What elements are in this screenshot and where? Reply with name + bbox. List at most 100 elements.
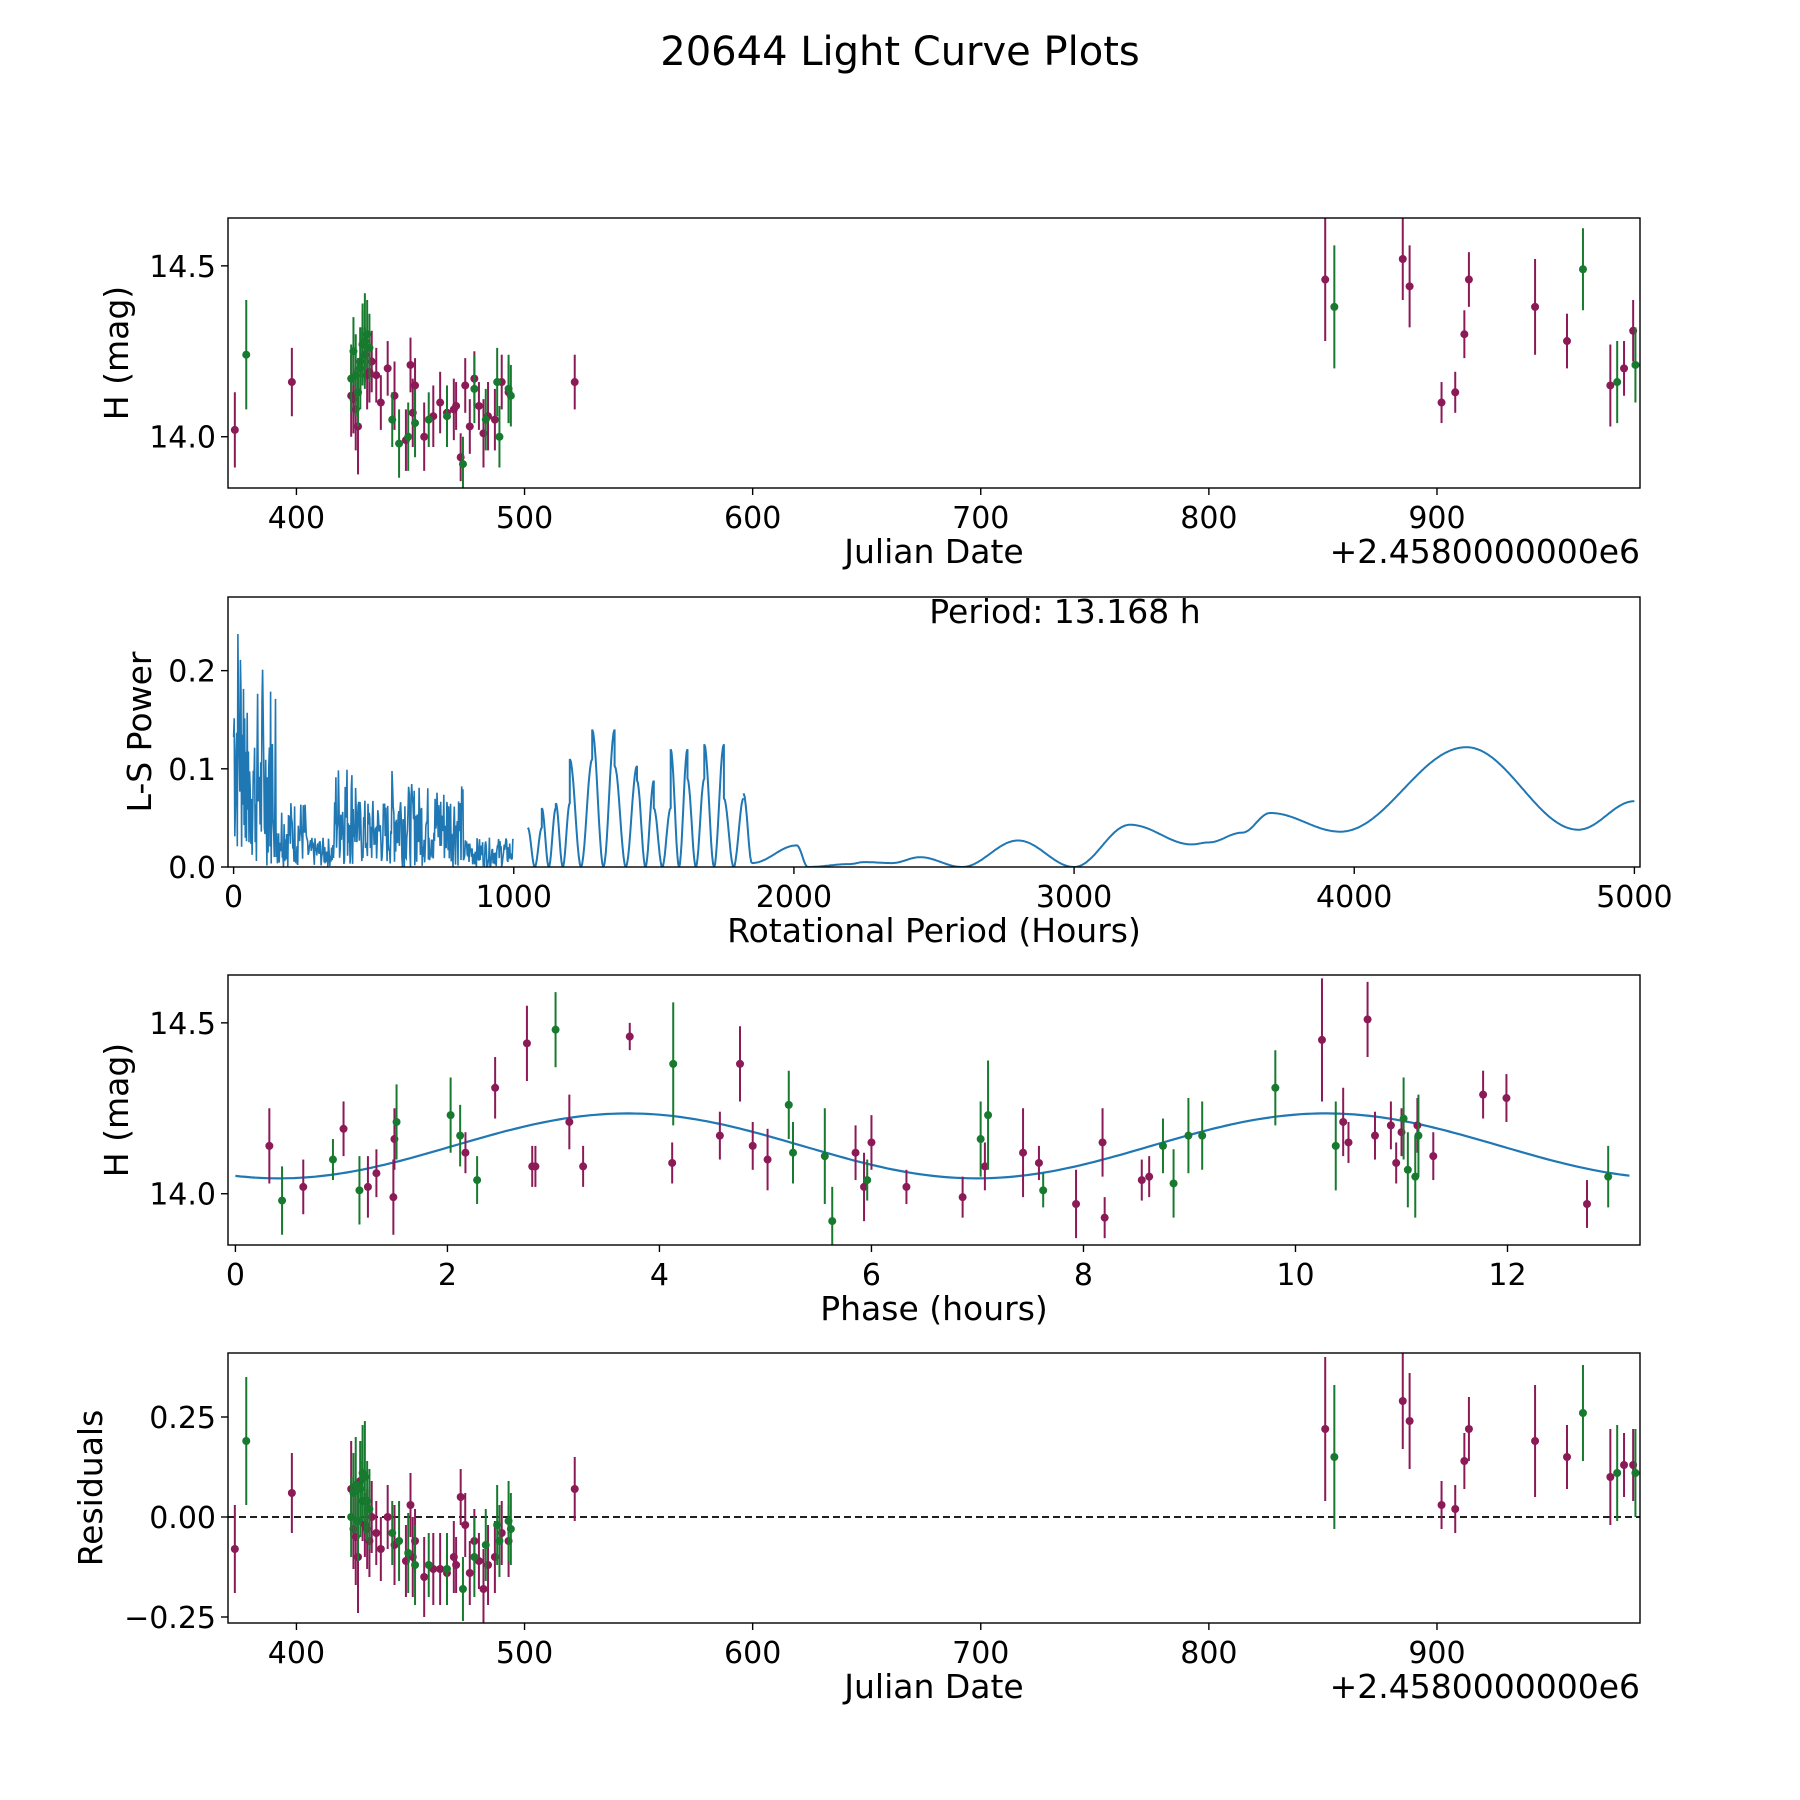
data-point	[570, 378, 579, 387]
data-point	[1271, 1083, 1280, 1092]
data-point	[579, 1162, 588, 1171]
data-point	[456, 1493, 465, 1501]
data-point	[736, 1059, 745, 1068]
lightcurve-ticks: 400 500 600 700 800 900 14.0 14.5	[149, 250, 1465, 536]
data-point	[1100, 1213, 1109, 1222]
periodogram-series-long	[742, 746, 1635, 867]
data-point	[411, 381, 420, 390]
data-point	[395, 439, 404, 448]
data-point	[1563, 1453, 1572, 1461]
x-tick-label: 700	[952, 501, 1009, 536]
data-point	[1604, 1172, 1613, 1181]
data-point	[470, 384, 479, 393]
data-point	[1437, 1501, 1446, 1509]
data-point	[411, 419, 420, 428]
data-point	[436, 398, 445, 407]
data-point	[442, 1565, 451, 1573]
data-point	[372, 371, 381, 380]
data-point	[1451, 1505, 1460, 1513]
data-point	[461, 381, 470, 390]
data-point	[980, 1162, 989, 1171]
data-point	[442, 412, 451, 421]
data-point	[420, 432, 429, 441]
data-point	[372, 1169, 381, 1178]
data-point	[474, 401, 483, 410]
x-tick-label: 400	[268, 501, 325, 536]
x-tick-label: 10	[1276, 1258, 1314, 1293]
data-point	[242, 1437, 251, 1445]
data-point	[355, 1186, 364, 1195]
data-point	[1330, 302, 1339, 311]
data-point	[1072, 1199, 1081, 1208]
data-point	[551, 1025, 560, 1034]
periodogram-series-short	[232, 633, 515, 867]
data-point	[376, 1545, 385, 1553]
data-point	[1398, 255, 1407, 264]
residuals-offset-label: +2.4580000000e6	[1330, 1667, 1640, 1706]
data-point	[491, 1083, 500, 1092]
data-point	[668, 1158, 677, 1167]
data-point	[265, 1141, 274, 1150]
x-tick-label: 6	[862, 1258, 881, 1293]
data-point	[230, 425, 239, 434]
data-point	[465, 1569, 474, 1577]
y-tick-label: −0.25	[124, 1601, 216, 1636]
data-point	[1479, 1090, 1488, 1099]
data-point	[1405, 1417, 1414, 1425]
residuals-panel: 400 500 600 700 800 900 −0.25 0.00 0.25 Julian D…	[71, 1352, 1641, 1706]
data-point	[860, 1182, 869, 1191]
residuals-ylabel: Residuals	[71, 1410, 110, 1567]
data-point	[287, 378, 296, 387]
data-point	[461, 1521, 470, 1529]
data-point	[1606, 381, 1615, 390]
data-point	[424, 1561, 433, 1569]
data-point	[715, 1131, 724, 1140]
data-point	[1145, 1172, 1154, 1181]
data-point	[1370, 1131, 1379, 1140]
data-point	[1531, 1437, 1540, 1445]
x-tick-label: 4	[650, 1258, 669, 1293]
data-point	[1531, 302, 1540, 311]
data-point	[404, 432, 413, 441]
x-tick-label: 1000	[476, 880, 552, 915]
data-point	[1414, 1131, 1423, 1140]
data-point	[1429, 1152, 1438, 1161]
data-point	[481, 1541, 490, 1549]
data-point	[570, 1485, 579, 1493]
data-point	[479, 1585, 488, 1593]
periodogram-ylabel: L-S Power	[120, 651, 159, 812]
x-tick-label: 2000	[756, 880, 832, 915]
data-point	[299, 1182, 308, 1191]
data-point	[1631, 1469, 1640, 1477]
data-point	[388, 1529, 397, 1537]
x-tick-label: 900	[1408, 501, 1465, 536]
residuals-marks	[228, 1353, 1640, 1623]
y-tick-label: 14.5	[149, 1007, 216, 1042]
data-point	[420, 1573, 429, 1581]
data-point	[1578, 265, 1587, 274]
data-point	[392, 1117, 401, 1126]
phased-ticks: 0 2 4 6 8 10 12 14.0 14.5	[149, 1007, 1526, 1293]
data-point	[1460, 1457, 1469, 1465]
data-point	[1399, 1114, 1408, 1123]
x-tick-label: 600	[724, 501, 781, 536]
y-tick-label: 0.25	[149, 1401, 216, 1436]
data-point	[984, 1111, 993, 1120]
data-point	[976, 1135, 985, 1144]
data-point	[404, 1549, 413, 1557]
data-point	[1398, 1397, 1407, 1405]
x-tick-label: 500	[496, 501, 553, 536]
x-tick-label: 600	[724, 1636, 781, 1671]
lightcurve-xlabel: Julian Date	[842, 532, 1024, 571]
data-point	[446, 1111, 455, 1120]
data-point	[1437, 398, 1446, 407]
data-point	[669, 1059, 678, 1068]
x-tick-label: 0	[226, 1258, 245, 1293]
data-point	[958, 1193, 967, 1202]
data-point	[287, 1489, 296, 1497]
data-point	[495, 1537, 504, 1545]
data-point	[461, 1148, 470, 1157]
phased-axes-frame	[227, 974, 1641, 1246]
data-point	[1502, 1094, 1511, 1103]
x-tick-label: 8	[1074, 1258, 1093, 1293]
